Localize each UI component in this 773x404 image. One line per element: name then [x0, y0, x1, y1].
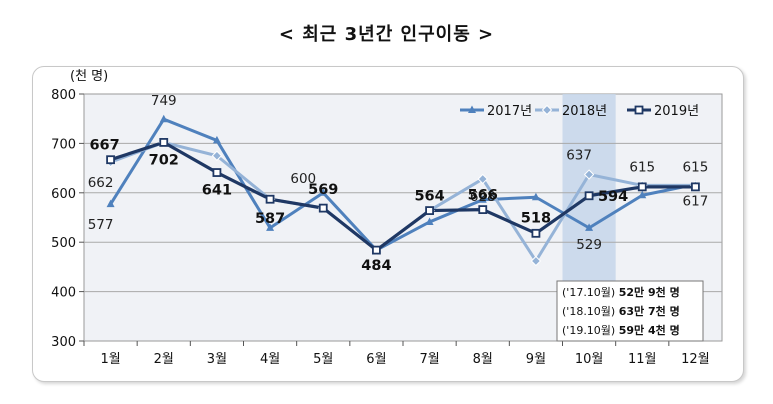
annotation-text: ('19.10월) 59만 4천 명: [562, 323, 680, 337]
x-tick-label: 11월: [628, 352, 657, 367]
data-point-2018년: [583, 169, 595, 180]
data-point-2019년: [584, 191, 594, 201]
data-point-2019년: [372, 245, 381, 255]
series-line-2017년: [109, 117, 696, 252]
y-tick-label: 700: [51, 137, 76, 152]
legend-label: 2018년: [562, 104, 607, 119]
data-point-2017년: [106, 199, 115, 208]
data-label: 577: [88, 217, 114, 233]
y-axis-label: (천 명): [70, 69, 108, 84]
data-point-2017년: [478, 195, 487, 203]
data-label: 564: [414, 189, 444, 205]
data-point-2019년: [106, 155, 115, 165]
data-point-2019년: [318, 203, 328, 213]
data-point-2018년: [477, 173, 488, 185]
x-tick-label: 6월: [366, 352, 386, 367]
data-point-2017년: [319, 188, 328, 196]
legend-marker: [634, 105, 644, 115]
data-point-2019년: [212, 168, 222, 177]
data-label: 594: [598, 189, 628, 205]
data-point-2019년: [425, 206, 434, 215]
x-tick-label: 1월: [100, 352, 120, 367]
data-label: 617: [683, 193, 709, 209]
data-label: 484: [361, 258, 391, 274]
data-point-2017년: [638, 190, 647, 199]
x-tick-label: 5월: [313, 352, 333, 367]
x-tick-label: 9월: [526, 352, 546, 367]
chart-title: < 최근 3년간 인구이동 >: [278, 24, 495, 45]
data-label: 566: [468, 188, 498, 204]
y-tick-label: 300: [51, 335, 76, 350]
data-label: 587: [255, 211, 285, 227]
data-label: 749: [151, 93, 177, 109]
x-tick-label: 4월: [260, 352, 280, 367]
data-point-2017년: [585, 223, 594, 231]
data-point-2019년: [478, 205, 488, 214]
x-tick-label: 3월: [207, 352, 227, 367]
legend-marker: [541, 104, 553, 116]
legend-label: 2019년: [654, 104, 699, 119]
annotation-box: [556, 280, 704, 342]
data-point-2017년: [159, 114, 168, 123]
annotation-text: ('18.10월) 63만 7천 명: [562, 304, 680, 318]
data-point-2017년: [531, 192, 540, 201]
data-label: 662: [88, 175, 114, 191]
x-tick-label: 12월: [681, 352, 710, 367]
legend-label: 2017년: [487, 104, 532, 119]
data-point-2017년: [212, 135, 221, 144]
data-label: 615: [683, 159, 709, 175]
data-label: 667: [89, 138, 119, 154]
data-point-2017년: [266, 223, 275, 231]
y-tick-label: 600: [51, 187, 76, 202]
data-point-2019년: [691, 182, 700, 192]
x-tick-label: 2월: [154, 352, 174, 367]
data-label: 518: [521, 210, 551, 226]
legend-marker: [468, 105, 476, 113]
annotation-text: ('17.10월) 52만 9천 명: [562, 285, 680, 299]
data-point-2019년: [265, 194, 275, 204]
data-label: 569: [308, 182, 338, 198]
x-tick-label: 10월: [575, 352, 604, 367]
data-point-2019년: [637, 182, 647, 192]
data-label: 637: [566, 148, 592, 164]
data-label: 641: [202, 183, 232, 199]
x-tick-label: 8월: [473, 352, 493, 367]
data-point-2019년: [531, 228, 541, 238]
y-tick-label: 800: [51, 88, 76, 103]
y-tick-label: 500: [51, 236, 76, 251]
data-point-2017년: [425, 217, 434, 225]
x-tick-label: 7월: [419, 352, 439, 367]
data-label: 702: [149, 152, 179, 168]
data-point-2019년: [159, 138, 169, 147]
y-tick-label: 400: [51, 286, 76, 301]
data-label: 628: [470, 189, 496, 205]
data-label: 600: [290, 171, 316, 187]
data-label: 615: [629, 159, 655, 175]
data-label: 529: [576, 237, 602, 253]
data-point-2018년: [530, 255, 542, 267]
series-line-2019년: [110, 140, 696, 252]
data-point-2018년: [211, 150, 223, 161]
